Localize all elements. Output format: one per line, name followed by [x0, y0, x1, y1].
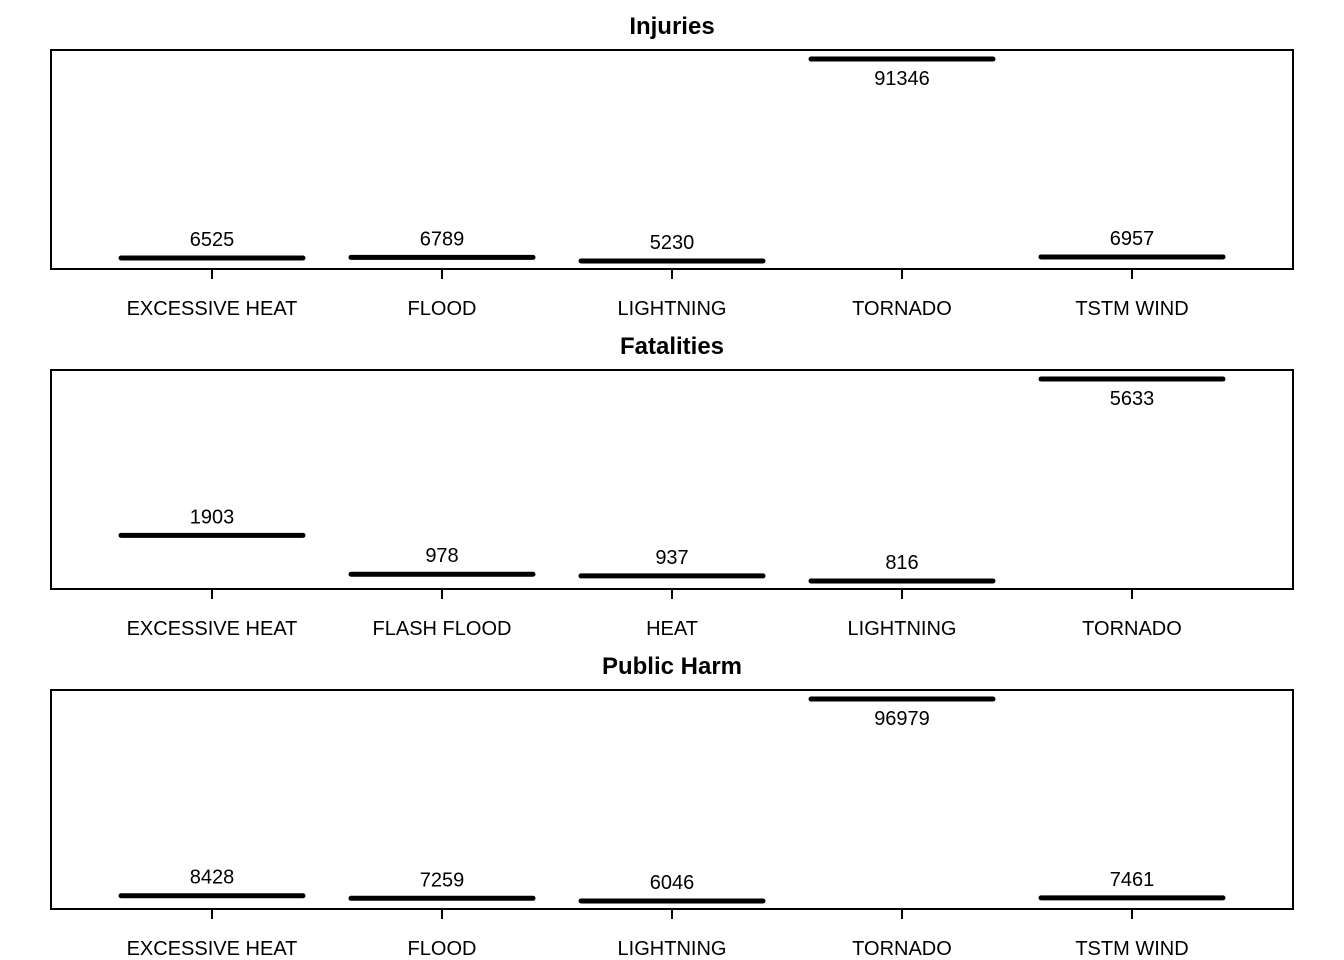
data-label: 816 — [885, 552, 918, 574]
data-label: 6789 — [420, 228, 465, 250]
x-tick-label: FLOOD — [408, 298, 477, 320]
data-label: 978 — [425, 545, 458, 567]
x-tick-label: HEAT — [646, 618, 698, 640]
injuries-panel: Injuries 6525 EXCESSIVE HEAT 6789 FLOOD 5230… — [50, 13, 1294, 320]
panel-title: Public Harm — [602, 653, 742, 680]
x-tick-label: FLASH FLOOD — [373, 618, 512, 640]
x-tick-label: LIGHTNING — [618, 298, 727, 320]
x-tick-label: TORNADO — [1082, 618, 1182, 640]
x-tick-label: EXCESSIVE HEAT — [127, 938, 298, 960]
x-tick-label: LIGHTNING — [848, 618, 957, 640]
data-label: 6046 — [650, 872, 695, 894]
data-label: 6957 — [1110, 228, 1155, 250]
marks-layer: 1903 EXCESSIVE HEAT 978 FLASH FLOOD 937 HEAT 8… — [118, 376, 1226, 640]
x-tick-label: TORNADO — [852, 298, 952, 320]
marks-layer: 6525 EXCESSIVE HEAT 6789 FLOOD 5230 LIGHTNING… — [118, 56, 1226, 320]
marks-layer: 8428 EXCESSIVE HEAT 7259 FLOOD 6046 LIGHTNING… — [118, 696, 1226, 960]
data-label: 5633 — [1110, 388, 1155, 410]
data-label: 5230 — [650, 232, 695, 254]
data-label: 8428 — [190, 867, 235, 889]
x-tick-label: TSTM WIND — [1075, 298, 1188, 320]
public-harm-panel: Public Harm 8428 EXCESSIVE HEAT 7259 FLOOD 6… — [50, 653, 1294, 960]
data-label: 1903 — [190, 506, 235, 528]
x-tick-label: EXCESSIVE HEAT — [127, 618, 298, 640]
x-tick-label: LIGHTNING — [618, 938, 727, 960]
panel-title: Fatalities — [620, 333, 724, 360]
fatalities-panel: Fatalities 1903 EXCESSIVE HEAT 978 FLASH FL… — [50, 333, 1294, 640]
x-tick-label: TORNADO — [852, 938, 952, 960]
data-label: 7461 — [1110, 869, 1155, 891]
panel-title: Injuries — [629, 13, 714, 40]
data-label: 937 — [655, 547, 688, 569]
x-tick-label: FLOOD — [408, 938, 477, 960]
data-label: 7259 — [420, 869, 465, 891]
data-label: 91346 — [874, 68, 930, 90]
data-label: 96979 — [874, 708, 930, 730]
data-label: 6525 — [190, 229, 235, 251]
x-tick-label: EXCESSIVE HEAT — [127, 298, 298, 320]
x-tick-label: TSTM WIND — [1075, 938, 1188, 960]
